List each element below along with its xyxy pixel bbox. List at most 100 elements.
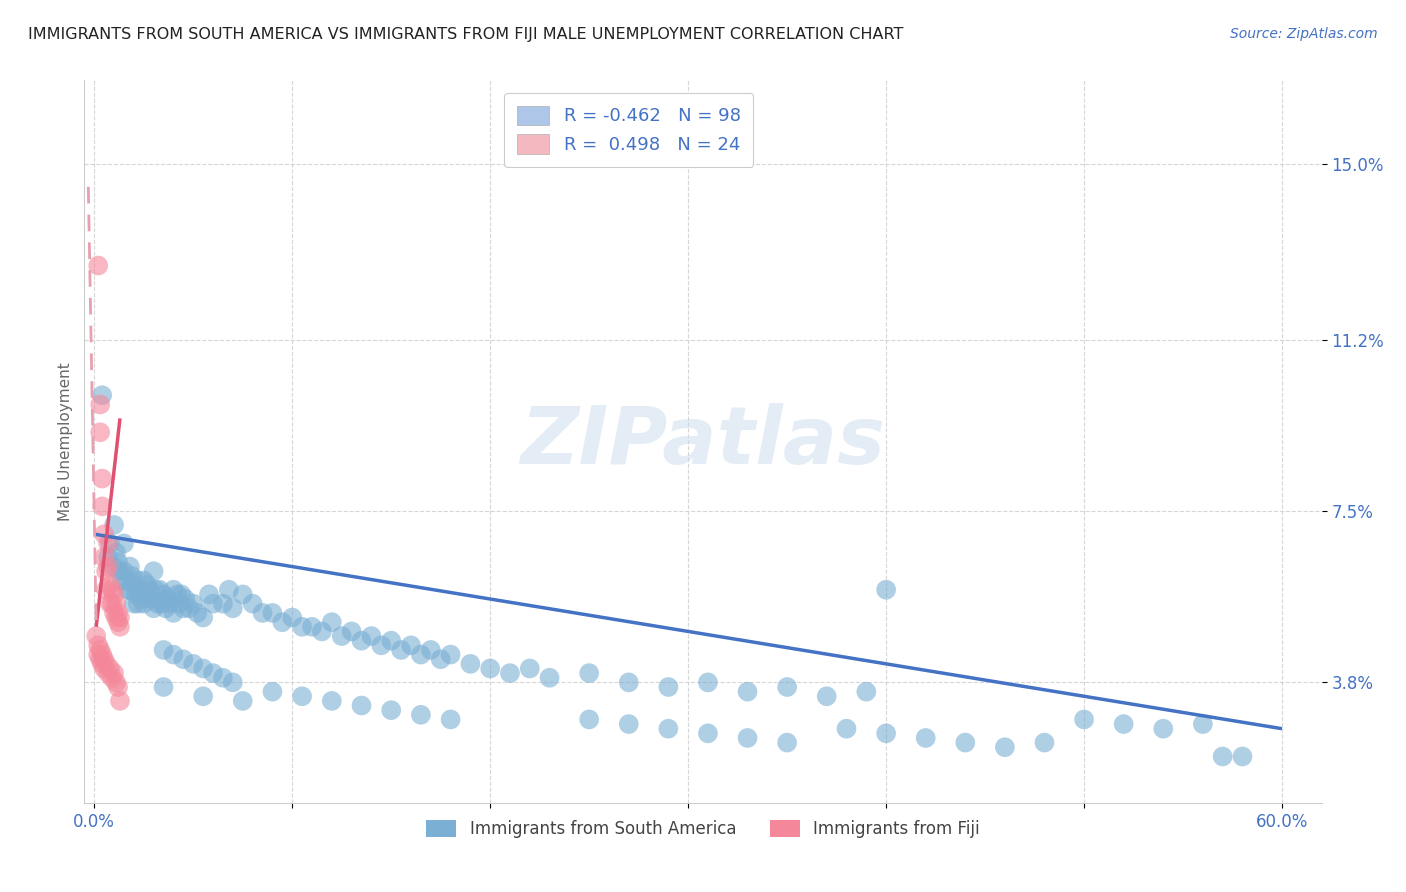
Point	[479, 661, 502, 675]
Text: ZIPatlas: ZIPatlas	[520, 402, 886, 481]
Point	[232, 587, 254, 601]
Point	[855, 684, 877, 698]
Point	[697, 726, 720, 740]
Point	[399, 638, 422, 652]
Point	[105, 675, 128, 690]
Point	[118, 582, 141, 597]
Point	[101, 597, 124, 611]
Point	[89, 425, 111, 440]
Point	[122, 578, 145, 592]
Point	[101, 671, 124, 685]
Point	[360, 629, 382, 643]
Point	[162, 648, 184, 662]
Point	[1192, 717, 1215, 731]
Point	[321, 615, 343, 630]
Point	[121, 569, 143, 583]
Point	[89, 643, 111, 657]
Point	[112, 564, 135, 578]
Point	[1232, 749, 1254, 764]
Point	[91, 500, 114, 514]
Point	[218, 582, 240, 597]
Point	[232, 694, 254, 708]
Point	[370, 638, 392, 652]
Point	[98, 597, 121, 611]
Point	[84, 629, 107, 643]
Point	[429, 652, 451, 666]
Point	[108, 620, 131, 634]
Point	[89, 652, 111, 666]
Point	[181, 597, 204, 611]
Point	[122, 597, 145, 611]
Point	[262, 684, 284, 698]
Point	[994, 740, 1017, 755]
Point	[91, 472, 114, 486]
Point	[242, 597, 264, 611]
Point	[340, 624, 363, 639]
Point	[87, 648, 110, 662]
Point	[131, 592, 153, 607]
Point	[135, 587, 157, 601]
Point	[87, 259, 110, 273]
Point	[152, 587, 174, 601]
Point	[103, 666, 125, 681]
Point	[1212, 749, 1234, 764]
Point	[94, 582, 117, 597]
Point	[875, 582, 897, 597]
Point	[94, 657, 117, 671]
Point	[380, 703, 402, 717]
Point	[1152, 722, 1174, 736]
Point	[115, 574, 138, 588]
Point	[150, 597, 173, 611]
Point	[1112, 717, 1135, 731]
Point	[93, 527, 115, 541]
Point	[105, 546, 128, 560]
Point	[156, 592, 179, 607]
Point	[198, 587, 221, 601]
Point	[89, 397, 111, 411]
Point	[91, 648, 114, 662]
Point	[127, 597, 149, 611]
Point	[835, 722, 858, 736]
Point	[776, 680, 799, 694]
Point	[439, 648, 461, 662]
Point	[107, 615, 129, 630]
Point	[350, 698, 373, 713]
Point	[101, 582, 124, 597]
Point	[202, 666, 225, 681]
Point	[291, 620, 314, 634]
Point	[98, 536, 121, 550]
Point	[152, 680, 174, 694]
Point	[108, 564, 131, 578]
Point	[519, 661, 541, 675]
Point	[419, 643, 441, 657]
Point	[108, 610, 131, 624]
Text: IMMIGRANTS FROM SOUTH AMERICA VS IMMIGRANTS FROM FIJI MALE UNEMPLOYMENT CORRELAT: IMMIGRANTS FROM SOUTH AMERICA VS IMMIGRA…	[28, 27, 904, 42]
Point	[172, 601, 194, 615]
Point	[138, 582, 160, 597]
Point	[222, 675, 245, 690]
Point	[262, 606, 284, 620]
Point	[93, 652, 115, 666]
Point	[93, 550, 115, 565]
Point	[107, 606, 129, 620]
Y-axis label: Male Unemployment: Male Unemployment	[58, 362, 73, 521]
Point	[141, 592, 163, 607]
Point	[955, 735, 977, 749]
Point	[181, 657, 204, 671]
Point	[697, 675, 720, 690]
Point	[1073, 713, 1095, 727]
Point	[578, 666, 600, 681]
Point	[98, 661, 121, 675]
Legend: Immigrants from South America, Immigrants from Fiji: Immigrants from South America, Immigrant…	[420, 814, 986, 845]
Point	[91, 657, 114, 671]
Point	[98, 578, 121, 592]
Point	[301, 620, 323, 634]
Point	[111, 574, 134, 588]
Point	[815, 690, 838, 704]
Point	[103, 517, 125, 532]
Point	[145, 582, 167, 597]
Point	[132, 597, 155, 611]
Point	[252, 606, 274, 620]
Point	[136, 578, 159, 592]
Point	[112, 536, 135, 550]
